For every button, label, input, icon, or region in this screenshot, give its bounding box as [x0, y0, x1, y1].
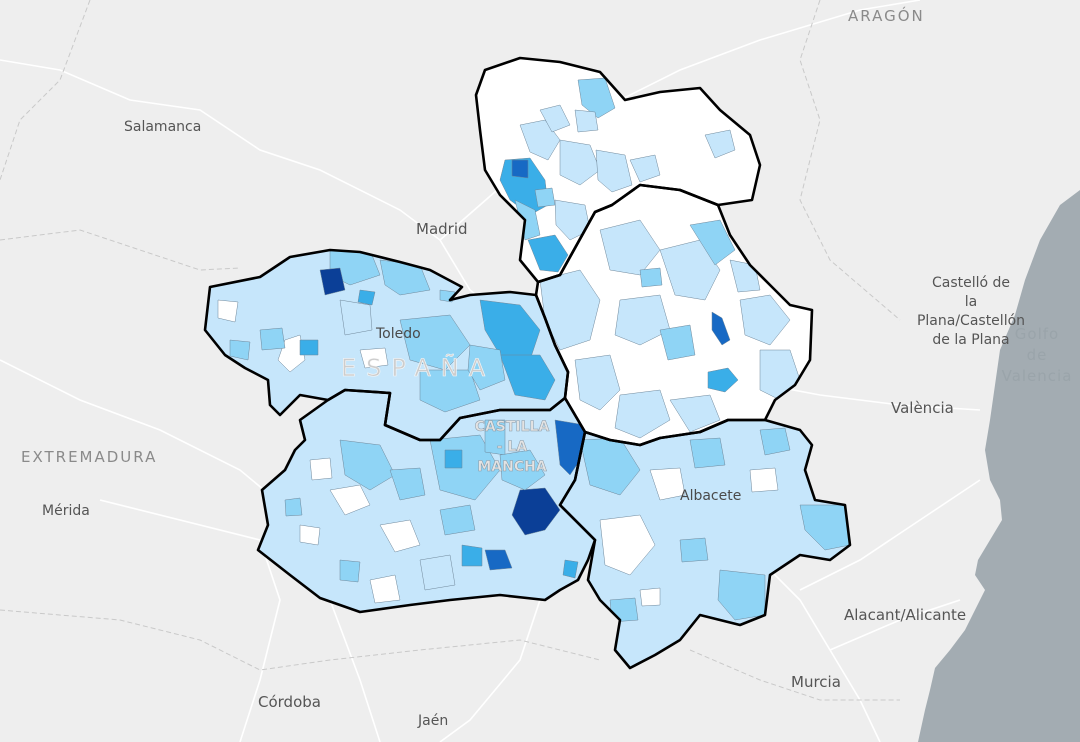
province-boundaries	[203, 56, 852, 670]
svg-text:Plana/Castellón: Plana/Castellón	[917, 313, 1025, 329]
label-castello: Castelló de la Plana/Castellón de la Pla…	[917, 275, 1025, 348]
label-jaen: Jaén	[417, 713, 448, 729]
province-guadalajara[interactable]	[475, 57, 761, 283]
label-alicante: Alacant/Alicante	[844, 606, 966, 624]
label-albacete: Albacete	[680, 488, 741, 504]
svg-text:CASTILLA: CASTILLA	[475, 419, 550, 435]
svg-text:la: la	[965, 294, 977, 310]
province-toledo[interactable]	[204, 249, 569, 441]
label-toledo: Toledo	[375, 326, 421, 342]
label-cordoba: Córdoba	[258, 693, 321, 711]
label-valencia: València	[891, 399, 954, 417]
label-extremadura: EXTREMADURA	[21, 448, 157, 466]
label-murcia: Murcia	[791, 673, 841, 691]
background-admin-lines	[0, 0, 901, 701]
label-castilla-la-mancha: CASTILLA - LA MANCHA	[474, 419, 550, 476]
svg-text:de: de	[1027, 346, 1048, 364]
svg-text:Golfo: Golfo	[1015, 325, 1059, 343]
mediterranean-sea	[918, 190, 1080, 742]
svg-text:Valencia: Valencia	[1002, 367, 1073, 385]
svg-text:de la Plana: de la Plana	[932, 332, 1009, 348]
province-cuenca[interactable]	[535, 184, 813, 446]
label-aragon: ARAGÓN	[848, 6, 925, 25]
label-madrid: Madrid	[416, 220, 468, 238]
label-salamanca: Salamanca	[124, 119, 201, 135]
svg-text:Castelló de: Castelló de	[932, 275, 1010, 291]
label-golfo-valencia: Golfo de Valencia	[1002, 325, 1073, 385]
province-albacete[interactable]	[559, 419, 851, 669]
label-espana: ESPAÑA	[341, 352, 495, 382]
province-ciudad-real[interactable]	[257, 389, 596, 613]
svg-text:- LA: - LA	[497, 439, 528, 455]
label-merida: Mérida	[42, 503, 90, 519]
svg-text:MANCHA: MANCHA	[477, 459, 546, 475]
